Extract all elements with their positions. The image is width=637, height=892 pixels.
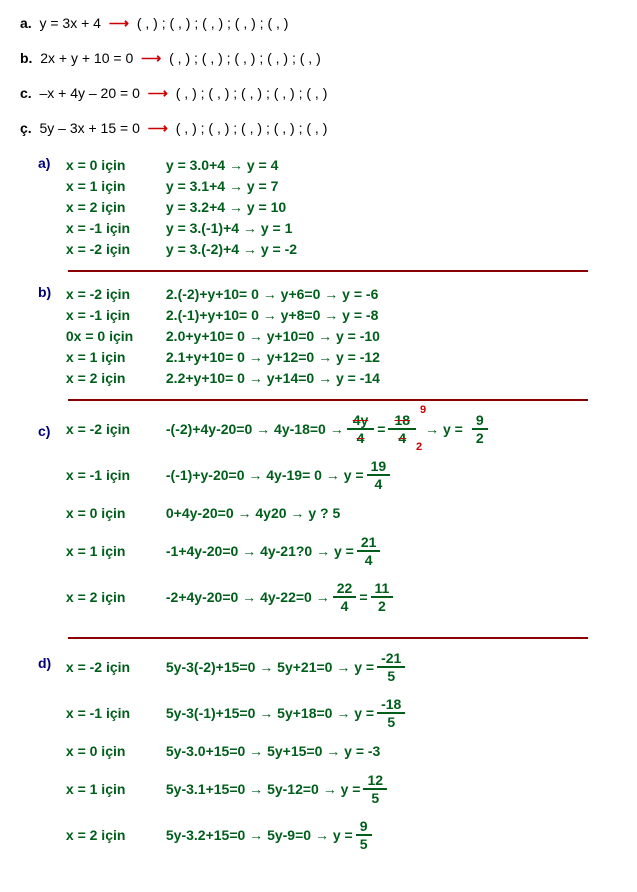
fraction: 224	[333, 581, 357, 613]
answer-rows: x = 0 içiny = 3.0+4 → y = 4 x = 1 içiny …	[66, 155, 297, 260]
q-blanks: ( , ) ; ( , ) ; ( , ) ; ( , ) ; ( , )	[169, 50, 321, 66]
work-row: x = -2 için2.(-2)+y+10= 0 → y+6=0 → y = …	[66, 284, 380, 305]
answer-label: d)	[38, 655, 62, 671]
answer-rows: x = -2 için 5y-3(-2)+15=0 → 5y+21=0 → y …	[66, 651, 408, 865]
fraction: 214	[357, 535, 381, 567]
fraction: 112	[371, 581, 394, 613]
fraction: -185	[377, 697, 405, 729]
arrow-icon: ⟶	[105, 15, 133, 31]
cancelled-fraction: 189 42	[388, 413, 416, 445]
answer-label: c)	[38, 423, 62, 439]
fraction: 92	[472, 413, 488, 445]
q-label: b.	[20, 50, 32, 66]
work-row: x = 0 için 0+4y-20=0 → 4y20 → y ? 5	[66, 505, 491, 521]
answer-rows: x = -2 için2.(-2)+y+10= 0 → y+6=0 → y = …	[66, 284, 380, 389]
answer-a: a) x = 0 içiny = 3.0+4 → y = 4 x = 1 içi…	[38, 155, 617, 260]
answer-label: a)	[38, 155, 62, 171]
q-label: a.	[20, 15, 32, 31]
work-row: x = -1 içiny = 3.(-1)+4 → y = 1	[66, 218, 297, 239]
work-row: x = -1 için -(-1)+y-20=0 → 4y-19= 0 → y …	[66, 459, 491, 491]
question-b: b. 2x + y + 10 = 0 ⟶ ( , ) ; ( , ) ; ( ,…	[20, 50, 617, 67]
answer-d: d) x = -2 için 5y-3(-2)+15=0 → 5y+21=0 →…	[38, 651, 617, 865]
answer-label: b)	[38, 284, 62, 300]
work-row: x = 2 için -2+4y-20=0 → 4y-22=0 → 224 = …	[66, 581, 491, 613]
q-eq: y = 3x + 4	[39, 15, 100, 31]
q-eq: –x + 4y – 20 = 0	[39, 85, 139, 101]
work-row: x = -1 için2.(-1)+y+10= 0 → y+8=0 → y = …	[66, 305, 380, 326]
fraction: 125	[363, 773, 387, 805]
work-row: x = -2 içiny = 3.(-2)+4 → y = -2	[66, 239, 297, 260]
work-row: x = -2 için -(-2)+4y-20=0 → 4y-18=0 → 4y…	[66, 413, 491, 445]
fraction: 95	[356, 819, 372, 851]
q-blanks: ( , ) ; ( , ) ; ( , ) ; ( , ) ; ( , )	[176, 120, 328, 136]
work-row: x = -2 için 5y-3(-2)+15=0 → 5y+21=0 → y …	[66, 651, 408, 683]
work-row: x = 2 için2.2+y+10= 0 → y+14=0 → y = -14	[66, 368, 380, 389]
work-row: x = 1 için 5y-3.1+15=0 → 5y-12=0 → y = 1…	[66, 773, 408, 805]
question-a: a. y = 3x + 4 ⟶ ( , ) ; ( , ) ; ( , ) ; …	[20, 15, 617, 32]
question-ç: ç. 5y – 3x + 15 = 0 ⟶ ( , ) ; ( , ) ; ( …	[20, 120, 617, 137]
answer-b: b) x = -2 için2.(-2)+y+10= 0 → y+6=0 → y…	[38, 284, 617, 389]
work-row: x = 1 için2.1+y+10= 0 → y+12=0 → y = -12	[66, 347, 380, 368]
answer-c: c) x = -2 için -(-2)+4y-20=0 → 4y-18=0 →…	[38, 413, 617, 627]
arrow-icon: ⟶	[144, 120, 172, 136]
cancelled-fraction: 4y 4	[347, 413, 375, 445]
work-row: x = 0 için 5y-3.0+15=0 → 5y+15=0 → y = -…	[66, 743, 408, 759]
fraction: 194	[367, 459, 391, 491]
question-c: c. –x + 4y – 20 = 0 ⟶ ( , ) ; ( , ) ; ( …	[20, 85, 617, 102]
fraction: -215	[377, 651, 405, 683]
separator	[68, 399, 588, 401]
q-eq: 2x + y + 10 = 0	[40, 50, 133, 66]
work-row: x = 1 için -1+4y-20=0 → 4y-21?0 → y = 21…	[66, 535, 491, 567]
work-row: x = -1 için 5y-3(-1)+15=0 → 5y+18=0 → y …	[66, 697, 408, 729]
work-row: x = 2 için 5y-3.2+15=0 → 5y-9=0 → y = 95	[66, 819, 408, 851]
arrow-icon: ⟶	[137, 50, 165, 66]
q-label: ç.	[20, 120, 32, 136]
separator	[68, 637, 588, 639]
work-row: x = 0 içiny = 3.0+4 → y = 4	[66, 155, 297, 176]
work-row: x = 1 içiny = 3.1+4 → y = 7	[66, 176, 297, 197]
q-eq: 5y – 3x + 15 = 0	[39, 120, 139, 136]
q-blanks: ( , ) ; ( , ) ; ( , ) ; ( , ) ; ( , )	[176, 85, 328, 101]
q-blanks: ( , ) ; ( , ) ; ( , ) ; ( , ) ; ( , )	[137, 15, 289, 31]
work-row: 0x = 0 için2.0+y+10= 0 → y+10=0 → y = -1…	[66, 326, 380, 347]
work-row: x = 2 içiny = 3.2+4 → y = 10	[66, 197, 297, 218]
arrow-icon: ⟶	[144, 85, 172, 101]
q-label: c.	[20, 85, 32, 101]
answer-rows: x = -2 için -(-2)+4y-20=0 → 4y-18=0 → 4y…	[66, 413, 491, 627]
separator	[68, 270, 588, 272]
